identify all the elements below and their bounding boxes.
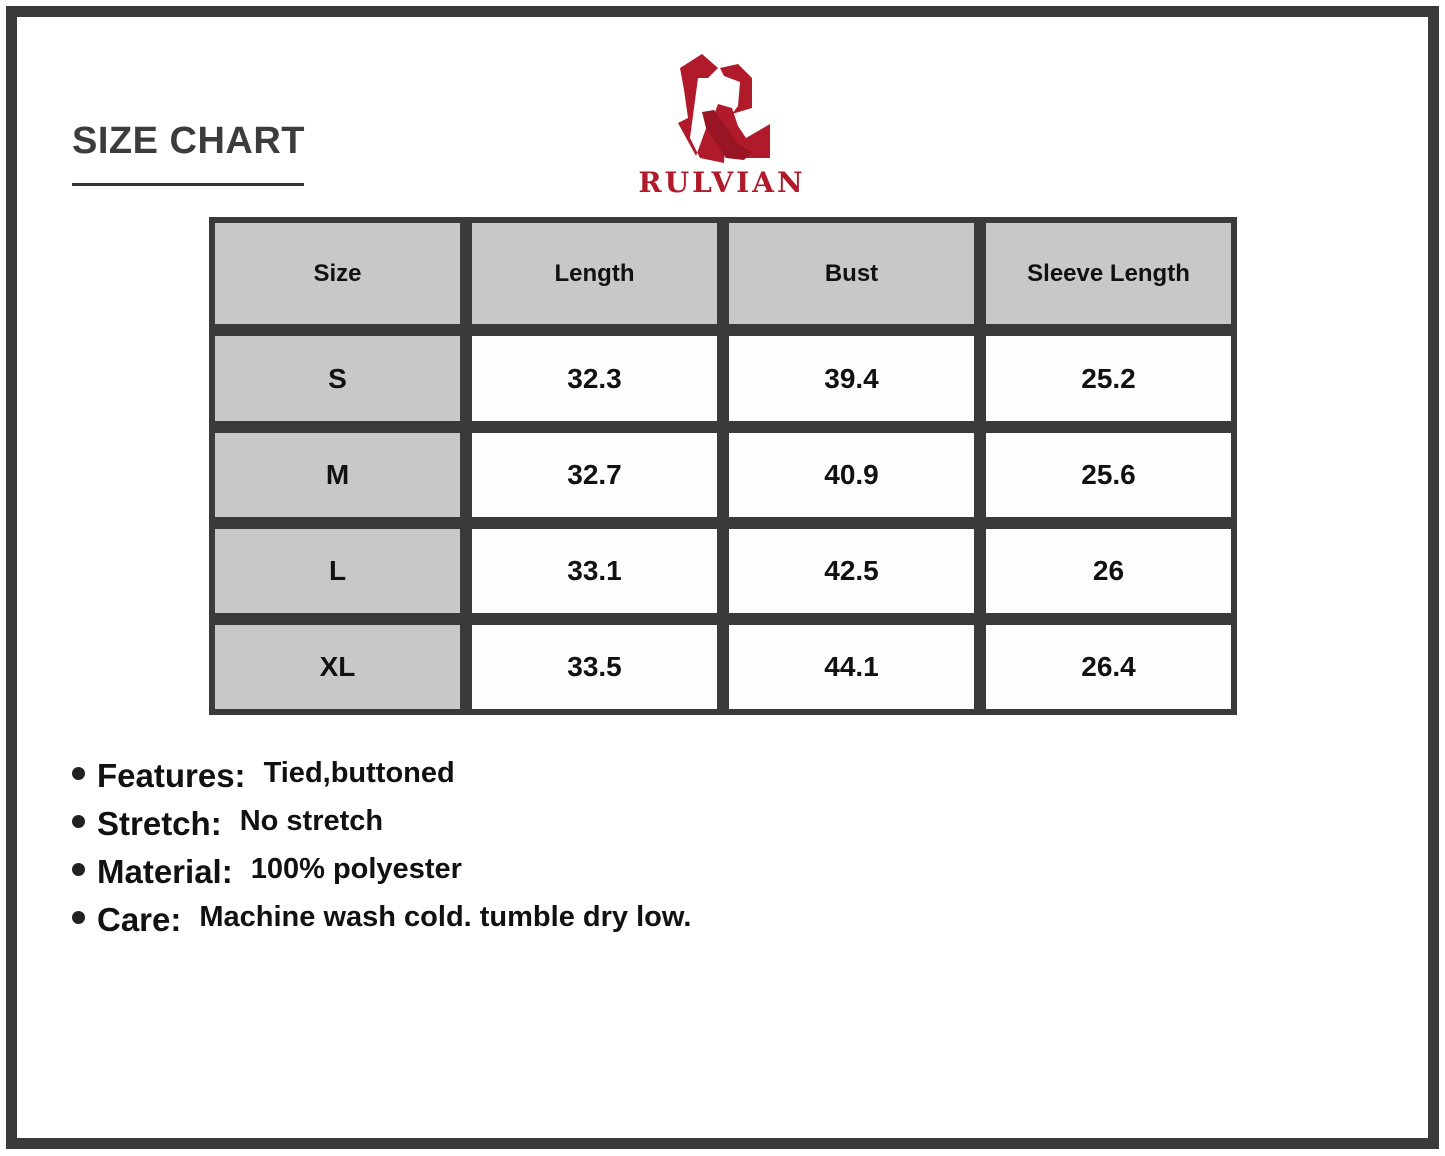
row-sleeve: 26.4	[986, 625, 1231, 709]
feature-value: Machine wash cold. tumble dry low.	[199, 900, 692, 933]
feature-item: Material: 100% polyester	[72, 848, 691, 896]
brand-name: RULVIAN	[638, 166, 806, 199]
title-underline	[72, 183, 304, 186]
row-bust: 40.9	[729, 433, 974, 517]
row-sleeve: 25.6	[986, 433, 1231, 517]
row-sleeve: 26	[986, 529, 1231, 613]
feature-item: Care: Machine wash cold. tumble dry low.	[72, 896, 691, 944]
header-size: Size	[215, 223, 460, 324]
bullet-icon	[72, 910, 85, 924]
row-sleeve: 25.2	[986, 336, 1231, 421]
feature-value: 100% polyester	[250, 852, 462, 885]
feature-value: No stretch	[239, 804, 384, 837]
header-sleeve-length: Sleeve Length	[986, 223, 1231, 324]
feature-label: Stretch:	[97, 805, 222, 842]
bullet-icon	[72, 766, 85, 780]
row-size: S	[215, 336, 460, 421]
feature-item: Stretch: No stretch	[72, 800, 691, 848]
bullet-icon	[72, 814, 85, 828]
row-bust: 39.4	[729, 336, 974, 421]
row-bust: 44.1	[729, 625, 974, 709]
feature-list: Features: Tied,buttoned Stretch: No stre…	[72, 752, 691, 944]
row-size: M	[215, 433, 460, 517]
feature-label: Features:	[97, 757, 246, 794]
row-bust: 42.5	[729, 529, 974, 613]
size-table: Size Length Bust Sleeve Length S 32.3 39…	[209, 217, 1237, 715]
feature-value: Tied,buttoned	[263, 756, 455, 789]
page-title: SIZE CHART	[72, 120, 305, 162]
row-length: 32.3	[472, 336, 717, 421]
header-bust: Bust	[729, 223, 974, 324]
feature-label: Material:	[97, 853, 233, 890]
feature-item: Features: Tied,buttoned	[72, 752, 691, 800]
bullet-icon	[72, 862, 85, 876]
row-size: L	[215, 529, 460, 613]
header-length: Length	[472, 223, 717, 324]
feature-label: Care:	[97, 901, 182, 938]
brand-logo	[678, 54, 770, 163]
row-length: 33.1	[472, 529, 717, 613]
row-length: 32.7	[472, 433, 717, 517]
row-size: XL	[215, 625, 460, 709]
row-length: 33.5	[472, 625, 717, 709]
